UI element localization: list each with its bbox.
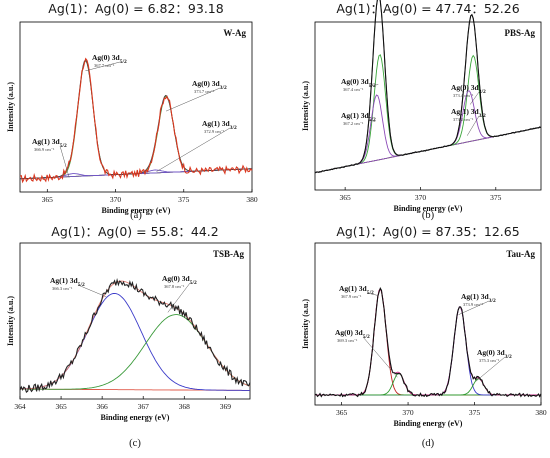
ratio-title: Ag(1)：Ag(0) = 6.82：93.18 bbox=[48, 1, 223, 16]
annotation-pointer bbox=[469, 91, 480, 105]
annotation-pointer bbox=[156, 127, 231, 172]
peak-annotation-value: 373.2 cm⁻¹ bbox=[453, 117, 474, 122]
x-tick-label: 365 bbox=[42, 195, 54, 204]
x-tick-label: 370 bbox=[415, 193, 427, 202]
panel-caption: (d) bbox=[422, 438, 435, 449]
x-tick-label: 364 bbox=[14, 402, 26, 411]
measured-spectrum bbox=[314, 286, 542, 398]
sample-label: PBS-Ag bbox=[504, 28, 535, 38]
measured-spectrum bbox=[314, 0, 542, 174]
peak-annotation-value: 367.7 cm⁻¹ bbox=[94, 63, 115, 68]
ratio-title: Ag(1)：Ag(0) = 47.74：52.26 bbox=[336, 1, 519, 16]
fit-peak-2 bbox=[20, 314, 251, 390]
panel-caption: (b) bbox=[422, 210, 435, 221]
y-axis-label: Intensity (a.u.) bbox=[6, 296, 15, 346]
fit-peak-4 bbox=[315, 378, 541, 396]
peak-annotation-value: 373.4 cm⁻¹ bbox=[453, 93, 474, 98]
x-tick-label: 370 bbox=[110, 195, 122, 204]
annotation-pointer bbox=[366, 292, 379, 296]
x-tick-label: 380 bbox=[535, 408, 547, 417]
chart-panel-a: Ag(1)：Ag(0) = 6.82：93.18 W-Ag (a) 365 370 375… bbox=[6, 1, 258, 221]
fit-peak-2 bbox=[315, 372, 541, 396]
plot-frame bbox=[314, 21, 542, 191]
panel-caption: (a) bbox=[130, 210, 142, 221]
annotation-pointer bbox=[59, 145, 70, 178]
annotation-pointer bbox=[85, 61, 121, 72]
sample-label: Tau-Ag bbox=[506, 249, 535, 259]
panel-caption: (c) bbox=[129, 438, 141, 449]
y-axis-label: Intensity (a.u.) bbox=[6, 82, 15, 132]
annotation-pointer bbox=[458, 300, 490, 315]
ratio-title: Ag(1)：Ag(0) = 55.8：44.2 bbox=[51, 224, 218, 239]
annotation-pointer bbox=[368, 84, 379, 87]
x-tick-label: 369 bbox=[220, 402, 232, 411]
x-axis-label: Binding energy (eV) bbox=[102, 206, 171, 215]
chart-panel-c: Ag(1)：Ag(0) = 55.8：44.2 TSB-Ag (c) 364 365 36… bbox=[6, 224, 251, 449]
y-axis-label: Intensity (a.u.) bbox=[301, 81, 310, 131]
annotation-pointer bbox=[362, 336, 398, 378]
x-tick-label: 380 bbox=[246, 195, 258, 204]
peak-annotation-value: 366.3 cm⁻¹ bbox=[52, 286, 73, 291]
peak-annotation-value: 373.9 cm⁻¹ bbox=[463, 302, 484, 307]
sample-label: W-Ag bbox=[223, 28, 246, 38]
y-axis-label: Intensity (a.u.) bbox=[301, 299, 310, 349]
chart-panel-d: Ag(1)：Ag(0) = 87.35：12.65 Tau-Ag (d) 365 370… bbox=[301, 224, 547, 449]
annotation-pointer bbox=[167, 282, 191, 313]
annotation-pointer bbox=[475, 356, 506, 382]
fit-peak-3 bbox=[315, 306, 541, 396]
plot-frame bbox=[314, 242, 542, 406]
x-tick-label: 375 bbox=[178, 195, 190, 204]
x-axis-label: Binding energy (eV) bbox=[394, 419, 463, 428]
peak-annotation-value: 375.3 cm⁻¹ bbox=[479, 358, 500, 363]
ratio-title: Ag(1)：Ag(0) = 87.35：12.65 bbox=[336, 224, 519, 239]
plot-frame bbox=[19, 242, 251, 400]
x-tick-label: 365 bbox=[55, 402, 67, 411]
annotation-pointer bbox=[165, 87, 221, 112]
fit-peak-1 bbox=[20, 292, 250, 391]
fit-peak-4 bbox=[314, 90, 542, 174]
sample-label: TSB-Ag bbox=[213, 249, 245, 259]
x-tick-label: 366 bbox=[97, 402, 109, 411]
peak-annotation-value: 369.3 cm⁻¹ bbox=[337, 338, 358, 343]
measured-spectrum bbox=[19, 277, 251, 393]
envelope-curve bbox=[20, 280, 251, 390]
peak-annotation-value: 366.9 cm⁻¹ bbox=[34, 147, 55, 152]
annotation-pointer bbox=[368, 119, 376, 122]
peak-annotation-value: 373.7 cm⁻¹ bbox=[194, 89, 215, 94]
annotation-pointer bbox=[77, 284, 107, 298]
chart-panel-b: Ag(1)：Ag(0) = 47.74：52.26 PBS-Ag (b) 365 370… bbox=[301, 0, 542, 221]
peak-annotation-value: 372.9 cm⁻¹ bbox=[204, 129, 225, 134]
x-tick-label: 367 bbox=[138, 402, 150, 411]
peak-annotation-value: 367.8 cm⁻¹ bbox=[164, 284, 185, 289]
x-tick-label: 375 bbox=[490, 193, 502, 202]
x-tick-label: 365 bbox=[340, 193, 352, 202]
x-tick-label: 365 bbox=[336, 408, 348, 417]
x-axis-label: Binding energy (eV) bbox=[101, 413, 170, 422]
peak-annotation-value: 367.9 cm⁻¹ bbox=[341, 294, 362, 299]
x-axis-label: Binding energy (eV) bbox=[394, 204, 463, 213]
plot-frame bbox=[19, 21, 253, 193]
annotation-pointer bbox=[466, 115, 480, 136]
x-tick-label: 368 bbox=[179, 402, 191, 411]
peak-annotation-value: 367.2 cm⁻¹ bbox=[343, 121, 364, 126]
x-tick-label: 375 bbox=[469, 408, 481, 417]
measured-spectrum bbox=[19, 57, 253, 184]
x-tick-label: 370 bbox=[402, 408, 414, 417]
peak-annotation-value: 367.4 cm⁻¹ bbox=[343, 87, 364, 92]
